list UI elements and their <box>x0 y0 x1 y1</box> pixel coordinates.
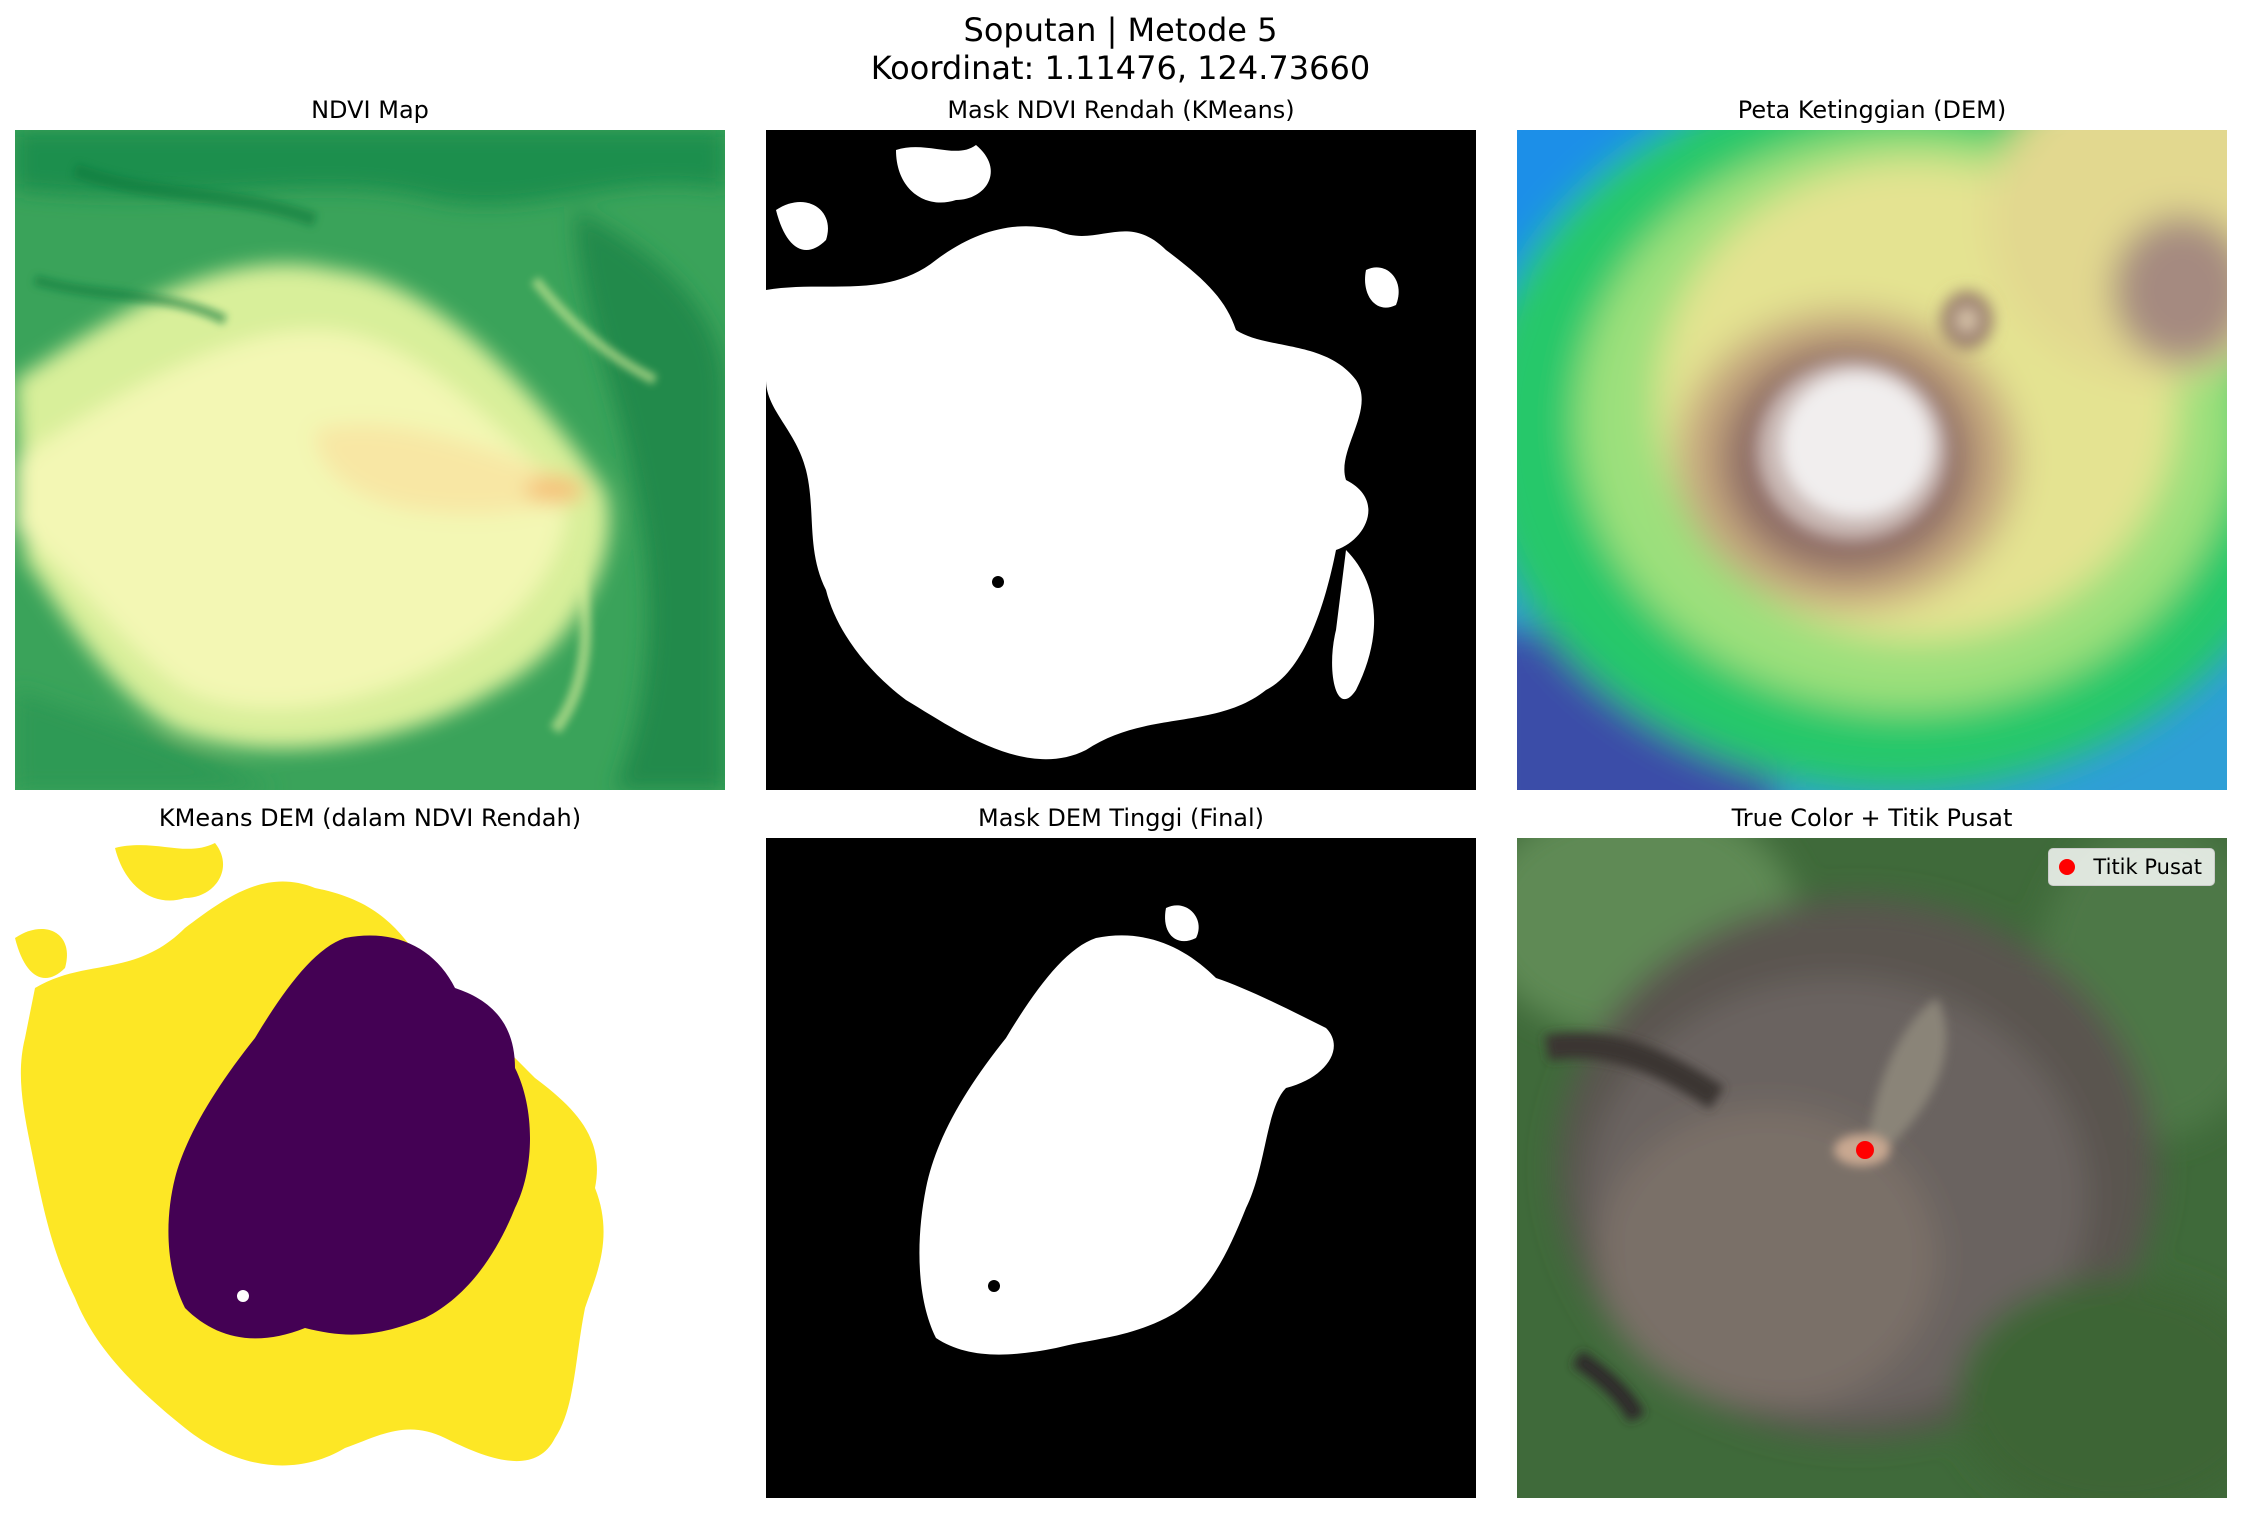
figure-subtitle: Koordinat: 1.11476, 124.73660 <box>870 49 1371 87</box>
legend-label: Titik Pusat <box>2093 855 2202 879</box>
panel-title-ndvi-mask: Mask NDVI Rendah (KMeans) <box>947 96 1295 124</box>
ndvi-mask-image <box>766 130 1476 790</box>
dem-mask-image <box>766 838 1476 1498</box>
kmeans-dem-image <box>15 838 725 1498</box>
dem-map-image <box>1517 130 2227 790</box>
legend: Titik Pusat <box>2048 848 2215 886</box>
panel-title-dem: Peta Ketinggian (DEM) <box>1737 96 2007 124</box>
figure-title: Soputan | Metode 5 <box>963 11 1278 49</box>
panel-title-kmeans-dem: KMeans DEM (dalam NDVI Rendah) <box>158 804 582 832</box>
legend-marker-icon <box>2059 859 2076 875</box>
ndvi-map-image <box>15 130 725 790</box>
center-point-marker <box>1856 1141 1874 1159</box>
panel-title-dem-mask: Mask DEM Tinggi (Final) <box>977 804 1265 832</box>
true-color-image: Titik Pusat <box>1517 838 2227 1498</box>
panel-title-true-color: True Color + Titik Pusat <box>1731 804 2013 832</box>
panel-title-ndvi: NDVI Map <box>311 96 429 124</box>
